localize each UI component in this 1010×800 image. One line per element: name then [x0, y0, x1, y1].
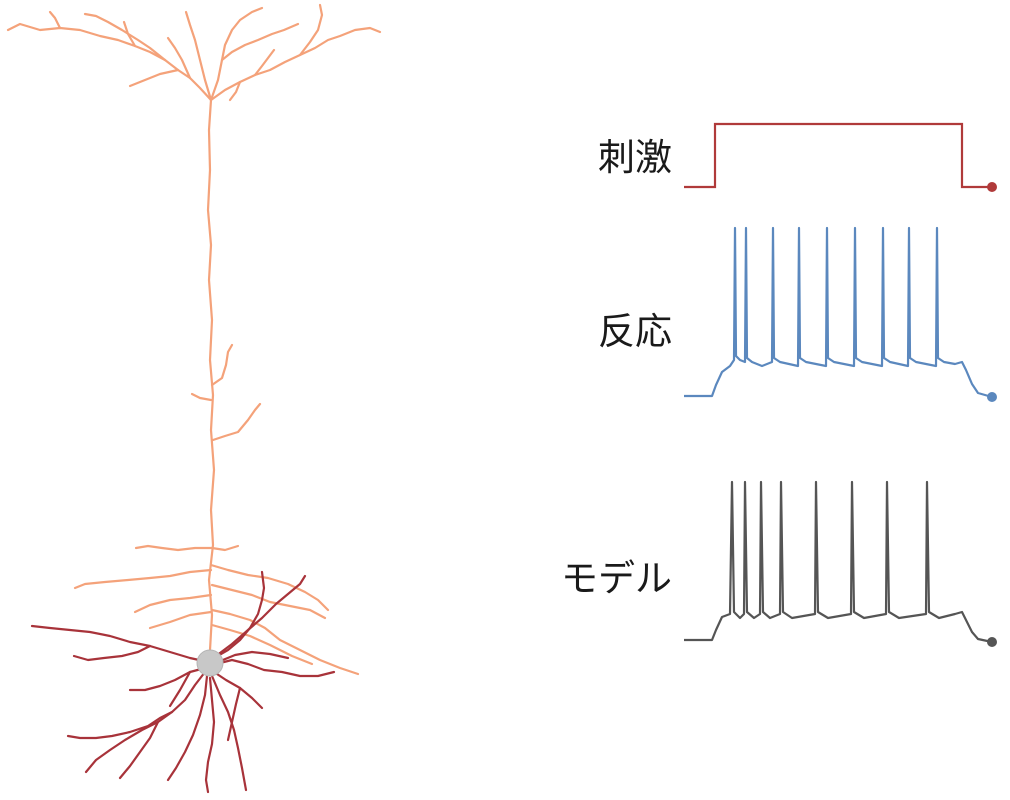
response-trace: [684, 226, 993, 399]
stimulus-trace-group: 刺激: [598, 122, 997, 192]
basal-dendrites: [30, 570, 336, 794]
model-trace-group: モデル: [561, 480, 997, 647]
stimulus-endpoint: [987, 182, 997, 192]
response-endpoint: [987, 392, 997, 402]
label-stimulus: 刺激: [598, 136, 672, 179]
apical-dendrites: [6, 3, 382, 676]
stimulus-trace: [684, 122, 992, 189]
label-response: 反応: [598, 310, 672, 353]
response-trace-group: 反応: [598, 226, 997, 402]
model-endpoint: [987, 637, 997, 647]
soma: [196, 649, 224, 677]
model-trace: [684, 480, 993, 644]
label-model: モデル: [561, 557, 672, 600]
